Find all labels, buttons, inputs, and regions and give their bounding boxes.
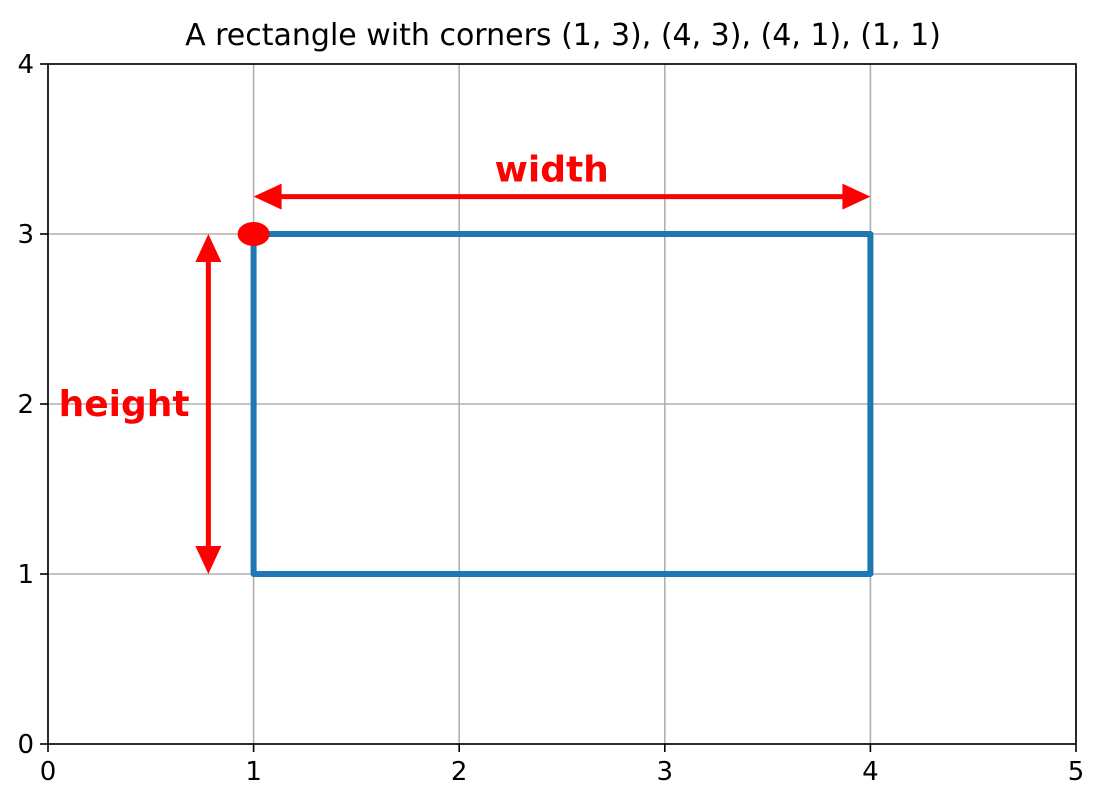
y-tick-label: 1 [17, 560, 34, 590]
y-tick-label: 4 [17, 50, 34, 80]
annotation-arrow-head [253, 183, 282, 210]
x-tick-label: 1 [245, 757, 262, 787]
corner-marker [237, 222, 270, 246]
x-tick-label: 5 [1068, 757, 1085, 787]
annotation-label-height: height [59, 384, 190, 425]
y-tick-label: 2 [17, 390, 34, 420]
annotation-arrow-head [195, 546, 222, 574]
axis-ticks: 0 1 2 3 4 5 0 1 2 3 4 [17, 50, 1084, 787]
plot-area: width height [59, 149, 874, 577]
y-tick-label: 0 [17, 730, 34, 760]
x-tick-label: 3 [657, 757, 674, 787]
annotation-arrow-head [195, 234, 222, 262]
x-tick-label: 4 [862, 757, 879, 787]
annotation-arrow-head [842, 183, 871, 210]
series-line [250, 231, 874, 577]
chart-title: A rectangle with corners (1, 3), (4, 3),… [185, 18, 941, 53]
y-tick-label: 3 [17, 220, 34, 250]
annotation-label-width: width [495, 149, 609, 190]
x-tick-label: 0 [40, 757, 57, 787]
x-tick-label: 2 [451, 757, 468, 787]
